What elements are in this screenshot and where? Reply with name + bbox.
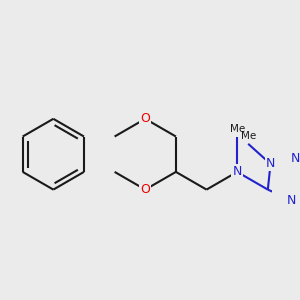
Text: O: O — [140, 112, 150, 125]
Text: N: N — [287, 194, 296, 207]
Text: N: N — [266, 158, 275, 170]
Text: Me: Me — [242, 131, 256, 141]
Text: O: O — [140, 183, 150, 196]
Text: Me: Me — [230, 124, 245, 134]
Text: N: N — [291, 152, 300, 165]
Text: N: N — [232, 165, 242, 178]
